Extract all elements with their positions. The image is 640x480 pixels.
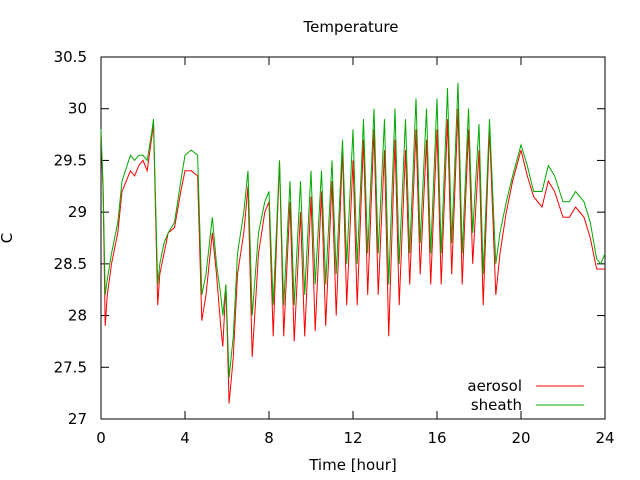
series-line-sheath — [100, 82, 606, 378]
x-axis-label: Time [hour] — [308, 456, 397, 474]
y-tick-label: 27 — [68, 410, 87, 428]
y-axis-label: C — [0, 233, 16, 243]
x-axis-ticks: 0 4 8 12 16 20 24 — [96, 57, 615, 447]
plot-frame — [100, 56, 606, 420]
x-tick-label: 4 — [180, 429, 190, 447]
y-tick-label: 28.5 — [54, 255, 87, 273]
y-tick-label: 28 — [68, 307, 87, 325]
y-tick-label: 29 — [68, 203, 87, 221]
y-tick-label: 29.5 — [54, 151, 87, 169]
x-tick-label: 20 — [511, 429, 530, 447]
y-tick-label: 30 — [68, 100, 87, 118]
series-lines — [100, 82, 606, 404]
series-line-aerosol — [100, 108, 605, 404]
x-tick-label: 12 — [343, 429, 362, 447]
legend-label-sheath: sheath — [471, 396, 522, 414]
x-tick-label: 16 — [427, 429, 446, 447]
legend-label-aerosol: aerosol — [467, 377, 522, 395]
x-tick-label: 0 — [96, 429, 106, 447]
chart-title: Temperature — [302, 18, 398, 36]
x-tick-label: 8 — [264, 429, 274, 447]
y-tick-label: 27.5 — [54, 358, 87, 376]
y-tick-label: 30.5 — [54, 48, 87, 66]
x-tick-label: 24 — [595, 429, 614, 447]
